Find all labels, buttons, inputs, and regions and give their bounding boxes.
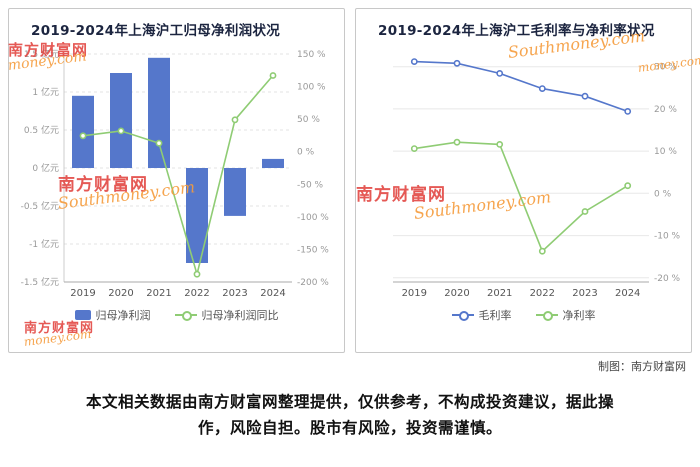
- svg-text:-50 %: -50 %: [297, 180, 324, 190]
- svg-text:1.5 亿元: 1.5 亿元: [23, 48, 58, 60]
- svg-text:50 %: 50 %: [297, 115, 320, 125]
- svg-text:-100 %: -100 %: [297, 213, 329, 223]
- legend-label: 归母净利润同比: [201, 309, 279, 322]
- line-swatch-icon: [535, 311, 558, 321]
- svg-text:2023: 2023: [222, 288, 247, 299]
- net-profit-bar-chart: 1.5 亿元 1 亿元 0.5 亿元 0 亿元 -0.5 亿元 -1 亿元 -1.5 亿元 1…: [20, 48, 329, 299]
- legend-label: 净利率: [562, 309, 596, 322]
- svg-text:-10 %: -10 %: [654, 232, 681, 242]
- svg-text:2020: 2020: [444, 288, 469, 299]
- margin-line-chart: 30 % 20 % 10 % 0 % -10 % -20 % 2019 2020 2021 202…: [392, 58, 681, 299]
- svg-text:0 %: 0 %: [297, 148, 315, 158]
- svg-text:100 %: 100 %: [297, 83, 326, 93]
- charts-row: 2019-2024年上海沪工归母净利润状况 1.5 亿元 1 亿元 0.5 亿元 0 …: [8, 8, 692, 353]
- legend-item-gross-margin: 毛利率: [451, 307, 512, 323]
- svg-text:-200 %: -200 %: [297, 278, 329, 288]
- svg-text:1 亿元: 1 亿元: [32, 86, 59, 98]
- svg-text:30 %: 30 %: [654, 63, 677, 73]
- svg-text:150 %: 150 %: [297, 50, 326, 60]
- svg-text:2021: 2021: [486, 288, 511, 299]
- svg-text:0 %: 0 %: [654, 189, 672, 199]
- svg-text:2024: 2024: [260, 288, 285, 299]
- bar-swatch-icon: [74, 310, 91, 320]
- svg-text:-20 %: -20 %: [654, 274, 681, 284]
- legend-item-net-profit: 归母净利润: [74, 307, 151, 323]
- line-swatch-icon: [451, 311, 474, 321]
- margin-chart-card: 2019-2024年上海沪工毛利率与净利率状况 30 % 20 % 10 % 0 % -…: [355, 8, 692, 353]
- svg-text:10 %: 10 %: [654, 147, 677, 157]
- svg-text:-150 %: -150 %: [297, 245, 329, 255]
- chart-credit: 制图：南方财富网: [598, 360, 686, 373]
- svg-text:2022: 2022: [529, 288, 554, 299]
- legend-item-net-profit-yoy: 归母净利润同比: [174, 307, 279, 323]
- margin-legend: 毛利率 净利率: [362, 307, 685, 323]
- net-profit-legend: 归母净利润 归母净利润同比: [15, 307, 338, 323]
- svg-text:20 %: 20 %: [654, 105, 677, 115]
- legend-item-net-margin: 净利率: [535, 307, 596, 323]
- svg-text:2021: 2021: [146, 288, 171, 299]
- legend-label: 归母净利润: [95, 309, 151, 322]
- svg-text:2023: 2023: [572, 288, 597, 299]
- svg-text:2019: 2019: [70, 288, 95, 299]
- margin-chart-title: 2019-2024年上海沪工毛利率与净利率状况: [378, 23, 655, 39]
- svg-text:2024: 2024: [614, 288, 639, 299]
- svg-text:0 亿元: 0 亿元: [32, 162, 59, 174]
- svg-text:2019: 2019: [401, 288, 426, 299]
- disclaimer-text: 本文相关数据由南方财富网整理提供，仅供参考，不构成投资建议，据此操作，风险自担。…: [85, 393, 614, 437]
- svg-text:-0.5 亿元: -0.5 亿元: [20, 200, 58, 212]
- legend-label: 毛利率: [478, 309, 512, 322]
- net-profit-chart-card: 2019-2024年上海沪工归母净利润状况 1.5 亿元 1 亿元 0.5 亿元 0 …: [8, 8, 345, 353]
- line-swatch-icon: [174, 311, 197, 321]
- svg-text:-1.5 亿元: -1.5 亿元: [20, 276, 58, 288]
- svg-text:2022: 2022: [184, 288, 209, 299]
- net-profit-chart-title: 2019-2024年上海沪工归母净利润状况: [31, 23, 281, 39]
- svg-text:2020: 2020: [108, 288, 133, 299]
- svg-text:0.5 亿元: 0.5 亿元: [23, 124, 58, 136]
- svg-text:-1 亿元: -1 亿元: [29, 238, 59, 250]
